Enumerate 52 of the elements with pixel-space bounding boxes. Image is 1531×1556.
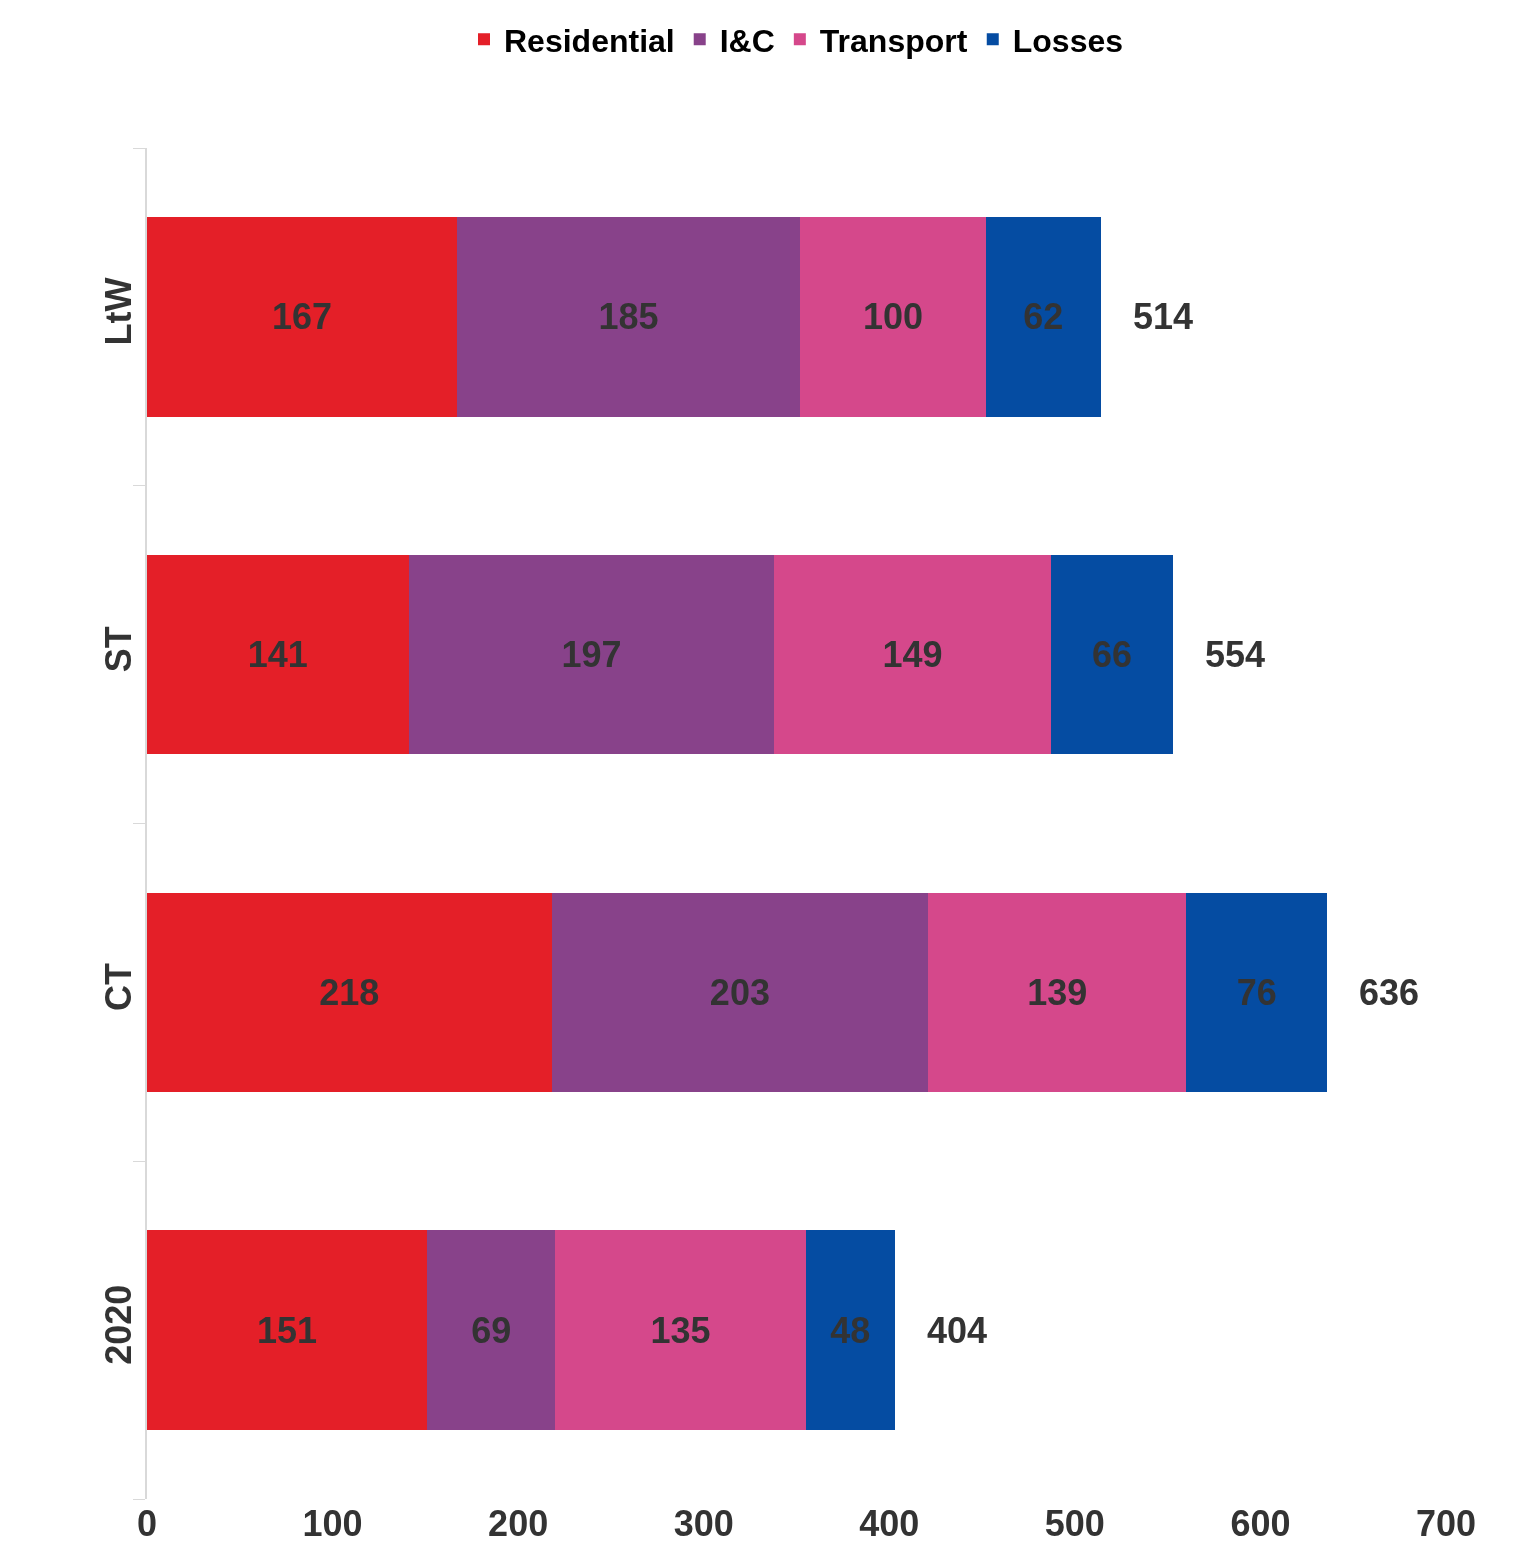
- data-label: 197: [561, 634, 622, 676]
- bar: [456, 217, 801, 417]
- legend-label: Losses: [1012, 22, 1124, 59]
- data-label: 139: [1027, 971, 1088, 1013]
- y-tick-label: 2020: [97, 1284, 139, 1365]
- x-tick-label: 200: [488, 1503, 549, 1544]
- x-tick-label: 500: [1044, 1503, 1105, 1544]
- x-tick-label: 700: [1415, 1503, 1477, 1544]
- bar: [805, 1230, 895, 1430]
- data-label: 218: [319, 971, 380, 1013]
- y-tick-label: LtW: [97, 277, 139, 346]
- data-label: 151: [257, 1309, 318, 1351]
- bar: [800, 217, 986, 417]
- data-label: 62: [1023, 296, 1064, 338]
- data-label: 69: [471, 1309, 512, 1351]
- data-label: 185: [598, 296, 659, 338]
- bar: [147, 1230, 428, 1430]
- y-tick-label: ST: [97, 626, 139, 673]
- bar: [427, 1230, 556, 1430]
- bar: [985, 217, 1101, 417]
- x-tick-label: 0: [136, 1503, 158, 1544]
- data-label: 141: [247, 634, 308, 676]
- bar: [147, 892, 552, 1093]
- data-label: 48: [830, 1309, 871, 1351]
- data-label: 135: [650, 1309, 711, 1351]
- bar: [147, 217, 457, 417]
- bar: [551, 892, 929, 1093]
- data-label: 66: [1091, 634, 1132, 676]
- total-label: 514: [1133, 296, 1194, 337]
- x-tick-label: 600: [1230, 1503, 1291, 1544]
- legend-label: I&C: [719, 22, 775, 59]
- total-label: 636: [1359, 972, 1420, 1013]
- bar: [408, 554, 775, 755]
- total-label: 554: [1205, 634, 1266, 675]
- data-label: 203: [709, 971, 770, 1013]
- y-tick-label: CT: [97, 962, 139, 1011]
- bar: [147, 554, 409, 755]
- legend-label: Transport: [819, 22, 968, 59]
- x-tick-label: 100: [302, 1503, 363, 1544]
- bar: [774, 554, 1051, 755]
- bar: [928, 892, 1187, 1093]
- data-label: 100: [862, 296, 924, 338]
- x-tick-label: 400: [859, 1503, 920, 1544]
- legend-label: Residential: [504, 22, 675, 59]
- data-label: 149: [882, 634, 943, 676]
- bar: [555, 1230, 806, 1430]
- data-label: 167: [271, 296, 332, 338]
- x-tick-label: 300: [673, 1503, 734, 1544]
- bar: [1050, 554, 1174, 755]
- bar: [1186, 892, 1328, 1093]
- data-label: 76: [1236, 971, 1277, 1013]
- total-label: 404: [927, 1310, 988, 1351]
